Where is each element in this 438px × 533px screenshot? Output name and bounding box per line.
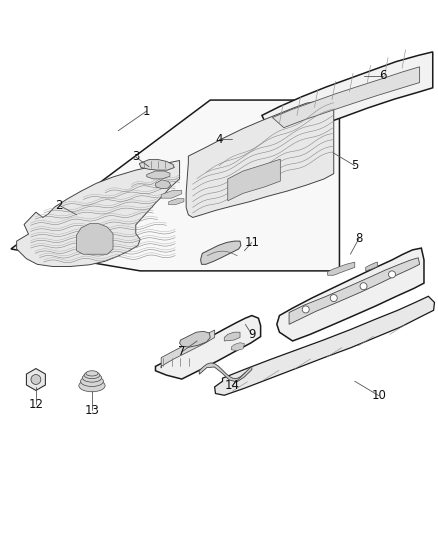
Circle shape: [360, 282, 367, 290]
Circle shape: [31, 375, 41, 384]
Polygon shape: [289, 258, 420, 324]
Polygon shape: [155, 180, 171, 189]
Text: 5: 5: [351, 159, 358, 172]
Text: 11: 11: [244, 236, 259, 249]
Polygon shape: [147, 171, 170, 179]
Text: 14: 14: [225, 379, 240, 392]
Text: 12: 12: [28, 398, 43, 411]
Polygon shape: [328, 262, 355, 275]
Circle shape: [389, 271, 396, 278]
Ellipse shape: [84, 372, 100, 378]
Polygon shape: [366, 262, 378, 271]
Polygon shape: [26, 368, 46, 391]
Polygon shape: [169, 199, 184, 205]
Text: 8: 8: [356, 231, 363, 245]
Text: 6: 6: [379, 69, 387, 83]
Polygon shape: [201, 241, 241, 264]
Polygon shape: [186, 101, 334, 217]
Text: 3: 3: [132, 150, 139, 164]
Polygon shape: [224, 332, 240, 341]
Ellipse shape: [82, 374, 102, 382]
Ellipse shape: [79, 379, 105, 392]
Text: 4: 4: [215, 133, 223, 146]
Polygon shape: [77, 223, 113, 254]
Text: 7: 7: [178, 345, 186, 358]
Polygon shape: [262, 52, 433, 143]
Polygon shape: [139, 159, 174, 170]
Text: 10: 10: [371, 389, 386, 402]
Polygon shape: [215, 296, 434, 395]
Ellipse shape: [81, 376, 103, 386]
Ellipse shape: [86, 371, 98, 376]
Polygon shape: [272, 67, 420, 128]
Text: 13: 13: [85, 403, 99, 417]
Polygon shape: [161, 190, 182, 198]
Circle shape: [330, 295, 337, 302]
Polygon shape: [180, 332, 210, 347]
Polygon shape: [161, 330, 215, 368]
Polygon shape: [231, 343, 244, 351]
Polygon shape: [11, 100, 339, 271]
Ellipse shape: [27, 381, 45, 387]
Text: 9: 9: [248, 328, 256, 341]
Polygon shape: [155, 316, 261, 379]
Circle shape: [302, 306, 309, 313]
Polygon shape: [228, 159, 280, 201]
Polygon shape: [277, 248, 424, 341]
Text: 1: 1: [143, 104, 151, 117]
Polygon shape: [17, 160, 180, 266]
Text: 2: 2: [55, 199, 63, 212]
Polygon shape: [199, 363, 252, 382]
